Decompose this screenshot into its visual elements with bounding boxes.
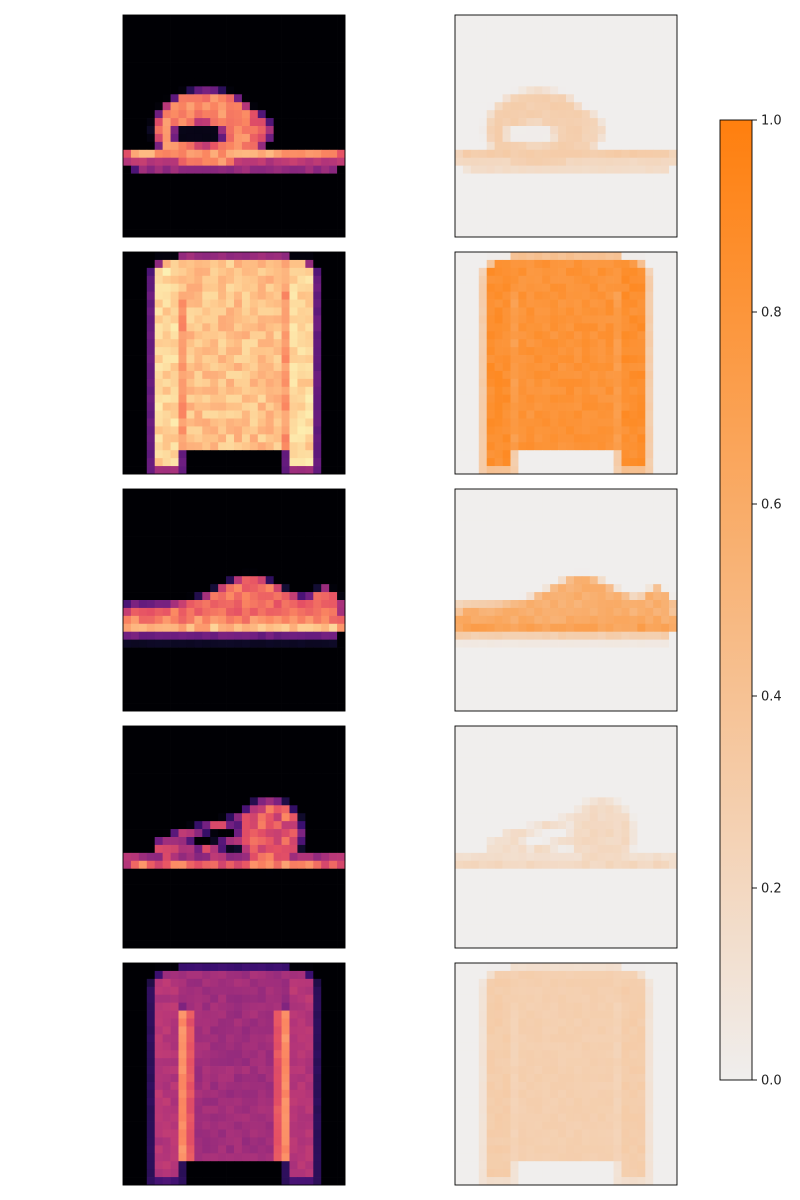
reconstruction-image-4-sandal (454, 725, 678, 949)
colorbar-tick-label: 0.2 (761, 882, 782, 897)
reconstruction-image-5-pullover (454, 962, 678, 1186)
colorbar: 0.0 0.2 0.4 0.6 0.8 1.0 (719, 114, 782, 1089)
panel-frame (454, 725, 678, 949)
colorbar-tick-label: 0.0 (761, 1074, 782, 1089)
panel-frame (122, 725, 346, 949)
colorbar-tick-label: 0.8 (761, 306, 782, 321)
panel-frame (122, 488, 346, 712)
colorbar-tick-label: 0.4 (761, 690, 782, 705)
panel-frame (122, 14, 346, 238)
colorbar-tick-label: 0.6 (761, 498, 782, 513)
input-image-2-pullover (122, 251, 346, 475)
panel-frame (454, 14, 678, 238)
panel-frame (122, 962, 346, 1186)
panel-frame (454, 962, 678, 1186)
panel-frame (122, 251, 346, 475)
input-image-1-sandal (122, 14, 346, 238)
colorbar-tick-label: 1.0 (761, 114, 782, 129)
image-panels (122, 14, 678, 1186)
input-image-3-sneaker (122, 488, 346, 712)
input-image-4-sandal (122, 725, 346, 949)
reconstruction-image-1-sandal (454, 14, 678, 238)
panel-frame (454, 488, 678, 712)
reconstruction-image-2-pullover (454, 251, 678, 475)
colorbar-gradient (719, 119, 753, 1081)
reconstruction-image-3-sneaker (454, 488, 678, 712)
panel-frame (454, 251, 678, 475)
input-image-5-pullover (122, 962, 346, 1186)
